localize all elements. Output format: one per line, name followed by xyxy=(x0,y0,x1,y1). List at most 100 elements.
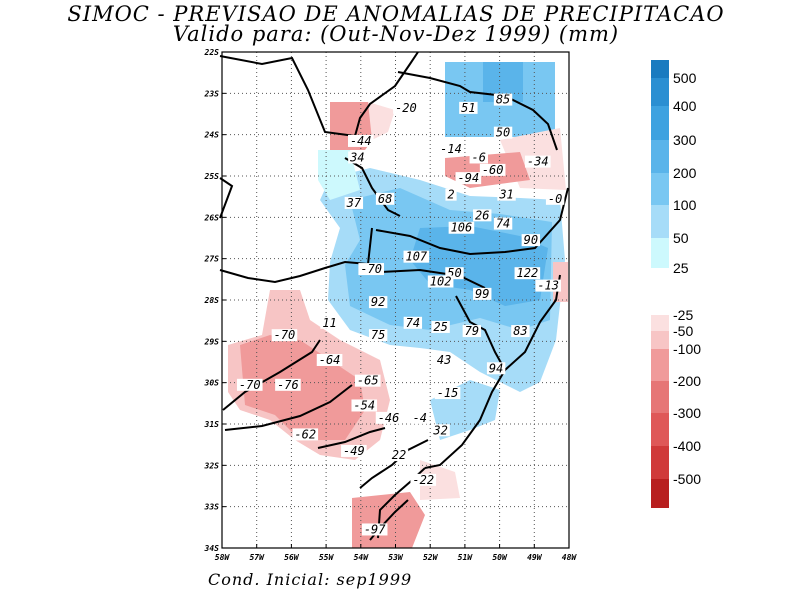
value-label: 122 xyxy=(517,266,539,280)
value-label-bg xyxy=(493,93,513,106)
colorbar-swatch-positive xyxy=(651,106,669,140)
value-label: 107 xyxy=(405,250,427,264)
value-label-bg xyxy=(403,250,430,263)
value-label: 32 xyxy=(432,423,447,437)
value-label-bg xyxy=(434,387,461,400)
lat-tick-label: 31S xyxy=(204,420,220,429)
value-label-bg xyxy=(473,287,492,300)
lat-tick-label: 24S xyxy=(204,131,220,140)
value-label-bg xyxy=(348,134,374,147)
boundary-line xyxy=(359,439,429,489)
value-label: 83 xyxy=(513,324,527,338)
value-label-bg xyxy=(431,320,450,333)
value-label-bg xyxy=(292,428,319,441)
lat-tick-label: 26S xyxy=(204,213,220,222)
value-label-bg xyxy=(535,279,561,292)
colorbar-swatch-negative xyxy=(651,479,669,508)
value-label-bg xyxy=(455,172,482,185)
value-label-bg xyxy=(393,101,419,114)
value-label: 92 xyxy=(371,295,385,309)
lat-tick-label: 25S xyxy=(204,172,220,181)
value-label-bg xyxy=(448,221,475,234)
value-label: -76 xyxy=(277,378,299,392)
value-label: -54 xyxy=(353,398,375,412)
boundary-line xyxy=(397,71,558,151)
value-label: -70 xyxy=(360,262,382,276)
value-label-bg xyxy=(434,354,454,366)
value-label-bg xyxy=(459,101,478,114)
value-label: 26 xyxy=(475,208,489,222)
colorbar-swatch-negative xyxy=(651,349,669,381)
boundary-line xyxy=(222,339,321,411)
colorbar-label-positive: 50 xyxy=(673,230,689,246)
colorbar-swatch-positive xyxy=(651,78,669,106)
lon-tick-label: 48W xyxy=(562,553,578,562)
value-label-bg xyxy=(368,296,388,309)
negative-area-se xyxy=(420,460,460,500)
value-label-bg xyxy=(514,267,541,280)
value-label: -70 xyxy=(239,378,261,392)
value-label-bg xyxy=(431,424,450,437)
longitude-ticks: 58W 57W 56W 55W 54W 53W 52W 51W 50W 49W 48W xyxy=(215,544,578,562)
colorbar-label-negative: -50 xyxy=(673,323,693,339)
lat-tick-label: 30S xyxy=(204,379,220,388)
value-label: 31 xyxy=(498,188,513,202)
colorbar-label-negative: -500 xyxy=(673,471,701,487)
value-label: -49 xyxy=(343,444,365,458)
value-label: 25 xyxy=(433,320,447,334)
lon-tick-label: 56W xyxy=(284,553,300,562)
lat-tick-label: 23S xyxy=(204,89,220,98)
value-label-bg xyxy=(320,316,339,329)
value-label: -70 xyxy=(274,328,296,342)
colorbar-swatch-positive xyxy=(651,140,669,173)
value-label-bg xyxy=(351,399,378,412)
value-label: 51 xyxy=(461,101,475,115)
value-label: 74 xyxy=(406,316,420,330)
value-label-bg xyxy=(497,188,516,201)
boundary-line xyxy=(219,177,234,219)
value-label: -62 xyxy=(294,427,316,441)
value-label: -0 xyxy=(548,192,562,206)
value-label-bg xyxy=(479,163,506,176)
value-label: -22 xyxy=(412,473,434,487)
colorbar-swatch-negative xyxy=(651,315,669,331)
colorbar-label-negative: -200 xyxy=(673,373,701,389)
value-label: 75 xyxy=(371,328,385,342)
boundary-line xyxy=(344,157,401,217)
lat-tick-label: 34S xyxy=(204,544,220,553)
value-label-bg xyxy=(348,151,367,164)
colorbar-label-positive: 200 xyxy=(673,165,697,181)
value-label: -64 xyxy=(319,353,341,367)
colorbar-swatch-positive xyxy=(651,205,669,238)
negative-area-north-margin xyxy=(368,102,395,140)
value-label-bg xyxy=(368,329,388,342)
value-label-bg xyxy=(469,151,488,164)
colorbar-label-negative: -25 xyxy=(673,307,693,323)
lon-tick-label: 50W xyxy=(492,553,508,562)
value-label: 85 xyxy=(496,93,510,107)
lon-tick-label: 58W xyxy=(215,553,231,562)
value-label: 22 xyxy=(392,448,406,462)
value-label-bg xyxy=(445,188,457,201)
grid-lines xyxy=(222,52,569,548)
value-label-bg xyxy=(462,325,482,338)
initial-condition-label: Cond. Inicial: sep1999 xyxy=(208,570,413,589)
value-label: 74 xyxy=(496,217,510,231)
value-label: 68 xyxy=(378,192,392,206)
value-label: 102 xyxy=(430,274,452,288)
value-label: -4 xyxy=(413,411,427,425)
anomaly-value-labels: -20 51 85 50 -44 34 -14 -6 -34 -60-94 2 31 37 68 -0 26 7… xyxy=(236,93,565,536)
colorbar-label-positive: 300 xyxy=(673,132,697,148)
lon-tick-label: 51W xyxy=(458,553,474,562)
lon-tick-label: 53W xyxy=(388,553,404,562)
negative-area-west-core xyxy=(240,335,365,440)
colorbar-label-positive: 25 xyxy=(673,260,689,276)
value-label-bg xyxy=(316,354,343,366)
boundary-line xyxy=(224,384,353,431)
value-label: -44 xyxy=(350,134,372,148)
colorbar-swatch-negative xyxy=(651,413,669,446)
value-label: -60 xyxy=(482,163,504,177)
boundary-line xyxy=(375,187,569,256)
value-label: -46 xyxy=(378,411,400,425)
